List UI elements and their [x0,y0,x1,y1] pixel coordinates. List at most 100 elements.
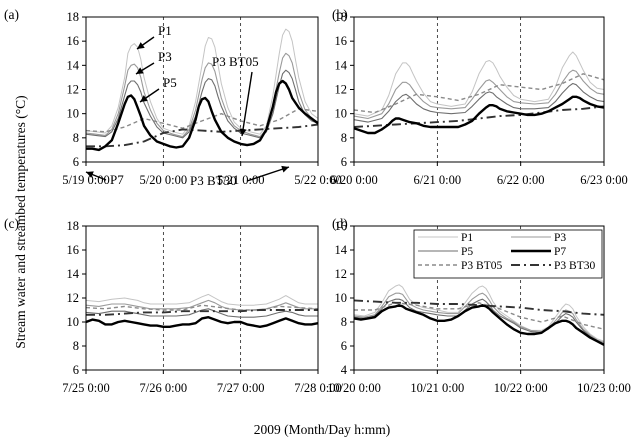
annotation-label: P3 [158,49,172,64]
series-line-p5 [85,69,319,139]
panel-label: (d) [332,216,348,231]
plot-frame [353,16,605,163]
x-tick-label: 5/22 0:00 [294,173,342,187]
arrow-head [136,67,144,74]
y-tick-label: 10 [335,291,348,305]
x-tick-label: 7/26 0:00 [140,381,188,395]
series-line-p3 [353,292,605,343]
arrow-head [137,42,145,49]
annotation-label: P3 BT30 [190,173,237,188]
y-tick-label: 6 [341,155,347,169]
x-tick-label: 10/22 0:00 [494,381,548,395]
series-line-p3-bt05 [85,304,319,311]
series-line-p3-bt30 [353,105,605,128]
panel-label: (a) [4,7,19,22]
x-tick-label: 6/22 0:00 [497,173,545,187]
legend-label-p7: P7 [554,246,566,258]
y-tick-label: 8 [73,339,79,353]
y-tick-label: 12 [335,83,348,97]
annotation-label: P1 [158,23,172,38]
arrow-head [140,95,148,102]
x-tick-label: 6/20 0:00 [330,173,378,187]
legend-label-p5: P5 [461,246,473,258]
arrow-head [86,171,94,178]
x-tick-label: 10/23 0:00 [577,381,631,395]
arrow-head [239,128,247,136]
legend-label-p1: P1 [461,232,473,244]
y-tick-label: 14 [67,58,80,72]
series-line-p3 [85,52,319,138]
x-axis-title: 2009 (Month/Day h:mm) [254,422,391,437]
series-line-p5 [353,298,605,345]
y-tick-label: 4 [341,363,348,377]
y-tick-label: 10 [67,107,80,121]
series-line-p3-bt30 [353,299,605,316]
series-line-p3 [85,299,318,311]
series-line-p3 [353,69,605,120]
x-tick-label: 7/27 0:00 [217,381,265,395]
panel-b: 6/20 0:00 6/21 0:00 6/22 0:00 6/23 0:00 6 8 10… [330,7,628,187]
series-line-p1 [85,293,318,306]
y-tick-label: 12 [335,267,348,281]
y-tick-label: 10 [335,107,348,121]
y-axis-title: Stream water and streambed temperatures … [13,95,28,348]
y-tick-label: 14 [335,58,348,72]
y-tick-label: 16 [335,219,348,233]
y-tick-label: 18 [335,10,348,24]
x-tick-label: 10/20 0:00 [327,381,381,395]
series-line-p7 [86,79,319,152]
x-tick-label: 5/19 0:00 [62,173,110,187]
y-tick-label: 10 [67,315,80,329]
series-line-p1 [353,51,605,117]
legend: P1 P3 P5 P7 P3 BT05 P3 BT30 [413,229,603,279]
y-tick-label: 6 [73,363,79,377]
legend-frame [413,229,603,279]
x-tick-label: 5/21 0:00 [217,173,265,187]
panel-label: (c) [4,216,19,231]
series-line-p5 [353,82,605,123]
y-tick-label: 16 [67,243,80,257]
panel-a: 5/19 0:00 5/20 0:00 5/21 0:00 5/22 0:00 6 8 10… [4,7,342,188]
series-line-p7 [353,304,605,346]
chart-panels: 5/19 0:00 5/20 0:00 5/21 0:00 5/22 0:006810… [4,7,631,395]
y-tick-label: 14 [335,243,348,257]
y-tick-label: 6 [341,339,347,353]
series-line-p3-bt05 [353,73,605,114]
annotation-label: P5 [163,75,177,90]
x-tick-label: 7/25 0:00 [62,381,110,395]
annotation-arrow [241,71,253,137]
series-line-p7 [353,95,605,135]
y-tick-label: 14 [67,267,80,281]
series-line-p3-bt05 [85,108,319,133]
arrow-head [281,165,289,173]
legend-label-p3-bt30: P3 BT30 [554,260,595,272]
x-tick-label: 6/23 0:00 [580,173,628,187]
x-tick-label: 5/20 0:00 [140,173,188,187]
annotation-arrow [246,166,290,182]
legend-label-p3-bt05: P3 BT05 [461,260,502,272]
series-line-p3-bt30 [86,123,319,148]
series-line-p1 [85,28,319,135]
series-line-p1 [353,284,605,342]
annotation-label: P3 BT05 [212,54,259,69]
y-tick-label: 8 [341,131,347,145]
plot-frame [85,16,319,163]
y-tick-label: 8 [73,131,79,145]
y-tick-label: 6 [73,155,79,169]
y-tick-label: 12 [67,291,80,305]
x-tick-label: 7/28 0:00 [294,381,342,395]
x-tick-label: 10/21 0:00 [410,381,464,395]
y-tick-label: 16 [335,34,348,48]
y-tick-label: 12 [67,83,80,97]
x-tick-label: 6/21 0:00 [414,173,462,187]
y-tick-label: 18 [67,219,80,233]
panel-d: 10/20 0:00 10/21 0:00 10/22 0:00 10/23 0:00… [327,216,631,395]
series-line-p3-bt30 [86,309,318,316]
plot-frame [353,225,605,371]
y-tick-label: 8 [341,315,347,329]
y-tick-label: 18 [67,10,80,24]
y-tick-label: 16 [67,34,80,48]
annotation-label: P7 [110,172,124,187]
plot-frame [85,225,319,371]
